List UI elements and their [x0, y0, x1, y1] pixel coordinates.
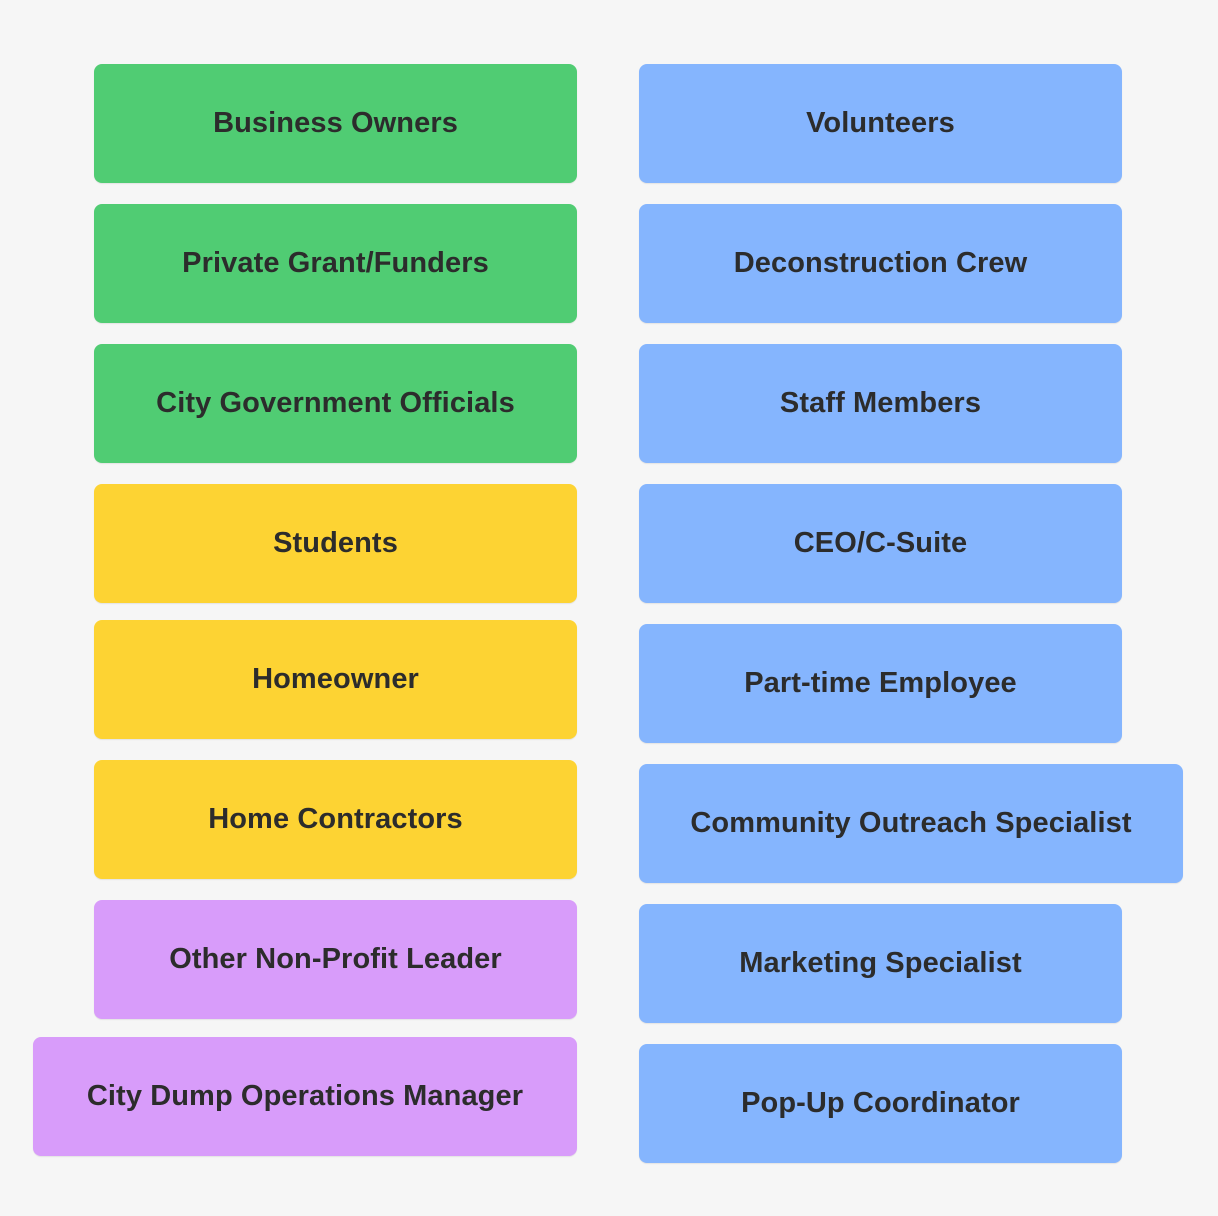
card-label: Deconstruction Crew: [733, 247, 1028, 279]
card-label: Private Grant/Funders: [182, 247, 489, 279]
card-home-contractors[interactable]: Home Contractors: [94, 760, 577, 879]
card-other-non-profit-leader[interactable]: Other Non-Profit Leader: [94, 900, 577, 1019]
card-label: CEO/C-Suite: [793, 527, 968, 559]
card-city-dump-operations-manager[interactable]: City Dump Operations Manager: [33, 1037, 577, 1156]
card-label: Students: [273, 527, 398, 559]
card-label: City Government Officials: [156, 387, 515, 419]
card-label: Business Owners: [213, 107, 458, 139]
card-pop-up-coordinator[interactable]: Pop-Up Coordinator: [639, 1044, 1122, 1163]
card-label: City Dump Operations Manager: [86, 1080, 524, 1112]
card-part-time-employee[interactable]: Part-time Employee: [639, 624, 1122, 743]
card-ceo-c-suite[interactable]: CEO/C-Suite: [639, 484, 1122, 603]
card-label: Volunteers: [806, 107, 955, 139]
card-staff-members[interactable]: Staff Members: [639, 344, 1122, 463]
card-students[interactable]: Students: [94, 484, 577, 603]
card-private-grant-funders[interactable]: Private Grant/Funders: [94, 204, 577, 323]
card-community-outreach-specialist[interactable]: Community Outreach Specialist: [639, 764, 1183, 883]
card-homeowner[interactable]: Homeowner: [94, 620, 577, 739]
card-label: Home Contractors: [208, 803, 463, 835]
card-label: Homeowner: [252, 663, 419, 695]
card-marketing-specialist[interactable]: Marketing Specialist: [639, 904, 1122, 1023]
card-business-owners[interactable]: Business Owners: [94, 64, 577, 183]
card-label: Part-time Employee: [744, 667, 1017, 699]
card-deconstruction-crew[interactable]: Deconstruction Crew: [639, 204, 1122, 323]
card-city-government-officials[interactable]: City Government Officials: [94, 344, 577, 463]
card-label: Pop-Up Coordinator: [741, 1087, 1020, 1119]
card-label: Other Non-Profit Leader: [169, 943, 502, 975]
card-label: Staff Members: [779, 387, 982, 419]
card-volunteers[interactable]: Volunteers: [639, 64, 1122, 183]
card-label: Marketing Specialist: [739, 947, 1022, 979]
card-label: Community Outreach Specialist: [690, 807, 1132, 839]
